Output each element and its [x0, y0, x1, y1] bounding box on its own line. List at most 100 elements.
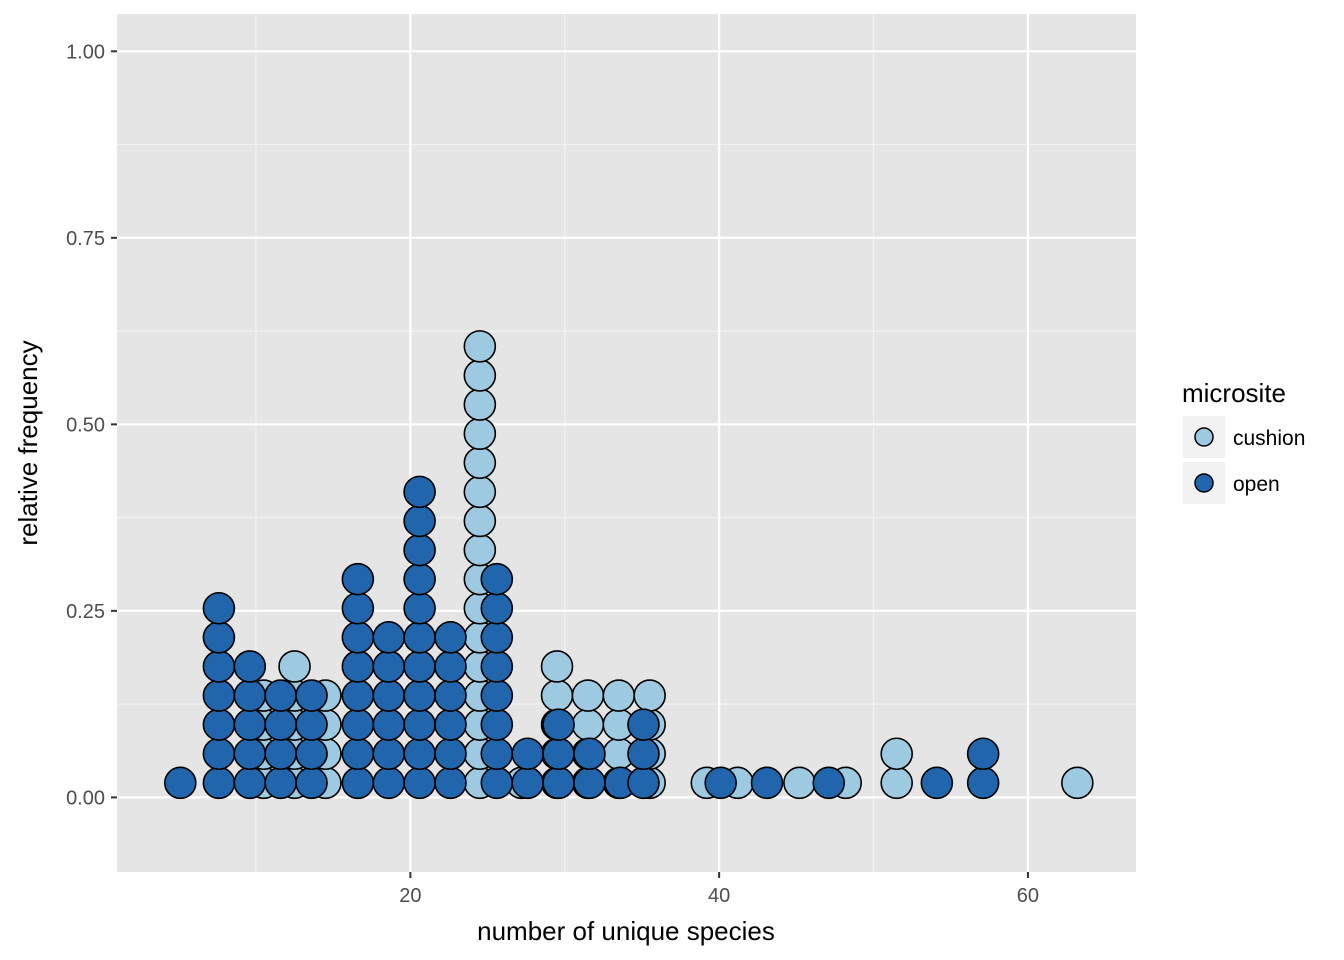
dot-open [627, 708, 660, 741]
dot-open [341, 650, 375, 683]
dot-open [434, 708, 467, 741]
legend: microsite cushion open [1182, 378, 1305, 504]
dot-open [403, 650, 436, 683]
dot-open [295, 708, 328, 741]
y-axis-title: relative frequency [13, 340, 43, 545]
dot-open [403, 591, 436, 625]
dot-cushion [633, 679, 666, 712]
dot-open [372, 679, 406, 712]
x-tick-label: 40 [708, 885, 730, 907]
dot-open [573, 737, 606, 771]
dot-open [480, 621, 514, 654]
dot-cushion [1061, 766, 1094, 800]
dot-open [403, 504, 436, 538]
dot-open [542, 708, 575, 741]
dot-open [480, 737, 514, 771]
dot-cushion [278, 650, 311, 683]
dot-open [341, 591, 375, 625]
dot-open [202, 621, 236, 654]
dot-open [627, 766, 660, 800]
dot-cushion [463, 446, 497, 480]
legend-swatch-open [1194, 473, 1214, 493]
dot-cushion [571, 679, 605, 712]
legend-title: microsite [1182, 378, 1286, 408]
dot-cushion [540, 679, 574, 712]
dot-open [704, 766, 737, 800]
dot-open [966, 737, 1000, 771]
dot-cushion [463, 417, 497, 450]
dot-open [202, 679, 236, 712]
dot-open [511, 766, 544, 800]
dot-open [403, 533, 436, 567]
dot-open [264, 679, 297, 712]
dot-open [164, 766, 197, 800]
dot-cushion [463, 359, 497, 392]
dot-open [341, 621, 375, 654]
dot-cushion [540, 650, 574, 683]
dot-open [480, 679, 514, 712]
dot-open [966, 766, 1000, 800]
y-tick-label: 0.00 [66, 787, 105, 809]
legend-label-cushion: cushion [1233, 427, 1305, 450]
dot-open [372, 650, 406, 683]
dot-open [341, 679, 375, 712]
dot-open [403, 679, 436, 712]
dot-open [480, 766, 514, 800]
dot-open [750, 766, 784, 800]
dot-open [341, 708, 375, 741]
dot-open [233, 679, 267, 712]
y-tick-label: 0.25 [66, 601, 105, 623]
dot-open [202, 591, 236, 625]
dot-open [233, 737, 267, 771]
dot-open [434, 766, 467, 800]
dot-open [341, 562, 375, 596]
dot-open [480, 591, 514, 625]
dot-open [403, 766, 436, 800]
series-open-dots [164, 475, 1000, 800]
dot-cushion [463, 533, 497, 567]
y-tick-label: 1.00 [66, 41, 105, 63]
dot-cushion [783, 766, 816, 800]
dot-cushion [463, 475, 497, 509]
dot-open [341, 766, 375, 800]
dot-open [372, 708, 406, 741]
axes: 0.00 0.25 0.50 0.75 1.00 20 40 60 [66, 41, 1039, 907]
dot-cushion [463, 330, 497, 363]
dot-open [264, 708, 297, 741]
dot-open [233, 708, 267, 741]
dot-open [202, 766, 236, 800]
dot-cushion [571, 708, 605, 741]
dot-open [403, 708, 436, 741]
dot-open [202, 737, 236, 771]
dot-cushion [463, 504, 497, 538]
dot-open [403, 621, 436, 654]
dot-open [233, 766, 267, 800]
dot-open [264, 766, 297, 800]
dot-open [627, 737, 660, 771]
dot-cushion [602, 679, 636, 712]
legend-swatch-cushion [1194, 427, 1214, 447]
dot-open [295, 737, 328, 771]
x-tick-label: 60 [1017, 885, 1039, 907]
dot-open [295, 679, 328, 712]
dot-open [480, 562, 514, 596]
dot-open [573, 766, 606, 800]
dot-open [372, 737, 406, 771]
dot-open [202, 708, 236, 741]
dot-open [480, 650, 514, 683]
dot-open [511, 737, 544, 771]
dot-open [202, 650, 236, 683]
dot-open [295, 766, 328, 800]
x-tick-label: 20 [399, 885, 421, 907]
dot-open [372, 766, 406, 800]
dot-open [233, 650, 267, 683]
dot-open [542, 766, 575, 800]
dot-open [434, 650, 467, 683]
dot-open [434, 679, 467, 712]
dot-open [403, 475, 436, 509]
x-axis-title: number of unique species [477, 916, 775, 946]
dot-open [264, 737, 297, 771]
y-tick-label: 0.75 [66, 228, 105, 250]
